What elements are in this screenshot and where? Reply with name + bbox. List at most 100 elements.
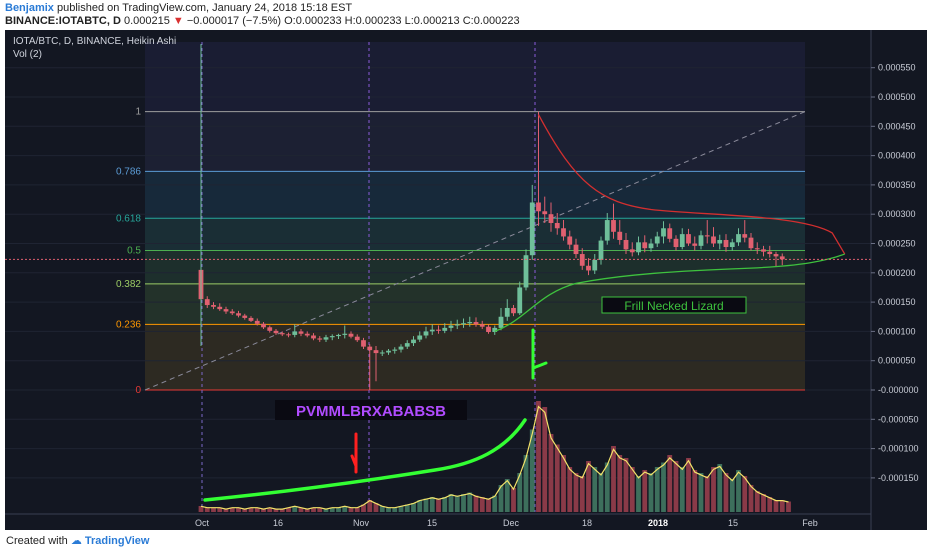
volume-bar — [361, 504, 366, 512]
volume-bar — [336, 507, 341, 512]
volume-bar — [579, 476, 585, 512]
candle-body — [704, 235, 710, 237]
candle-body — [511, 307, 516, 314]
volume-bar — [548, 434, 554, 512]
candle-body — [729, 242, 735, 248]
symbol-line: BINANCE:IOTABTC, D 0.000215 ▼ −0.000017 … — [5, 15, 520, 27]
volume-bar — [479, 497, 485, 512]
symbol-name: BINANCE:IOTABTC, D — [5, 15, 121, 27]
candle-body — [361, 340, 366, 347]
volume-bar — [711, 467, 716, 512]
volume-bar — [298, 507, 304, 512]
candle-body — [311, 335, 316, 339]
volume-bar — [723, 473, 729, 512]
price-tick-label: 0.000300 — [878, 209, 916, 219]
candle-body — [329, 336, 335, 338]
price-axis[interactable] — [871, 30, 927, 530]
candle-body — [423, 331, 429, 336]
support-curve — [494, 253, 845, 333]
volume-bar — [654, 467, 660, 512]
volume-bar — [504, 479, 510, 512]
volume-bar — [742, 476, 748, 512]
candle-body — [648, 243, 654, 249]
candle-body — [342, 333, 348, 335]
candle-body — [304, 333, 310, 336]
time-tick-label: 16 — [273, 518, 283, 528]
volume-bar — [342, 506, 348, 512]
volume-bar — [317, 507, 323, 512]
candle-body — [773, 254, 779, 257]
candle-body — [629, 249, 635, 253]
candle-body — [442, 327, 448, 331]
price-tick-label: 0.000500 — [878, 92, 916, 102]
candle-body — [242, 315, 248, 318]
candle-body — [279, 333, 285, 335]
candle-body — [654, 236, 660, 244]
fib-zone — [145, 111, 805, 172]
candle-body — [723, 239, 729, 248]
volume-bar — [473, 495, 479, 512]
volume-bar — [554, 444, 560, 512]
time-tick-label: 15 — [728, 518, 738, 528]
candle-body — [498, 316, 504, 328]
author-link[interactable]: Benjamix — [5, 2, 54, 14]
down-arrow-icon: ▼ — [172, 15, 184, 27]
time-tick-label: Nov — [353, 518, 370, 528]
volume-bar — [392, 507, 398, 512]
volume-bar — [204, 507, 210, 512]
volume-bar — [323, 509, 329, 512]
time-tick-label: Feb — [802, 518, 818, 528]
volume-bar — [611, 446, 616, 512]
fib-level-label: 0 — [135, 385, 141, 396]
volume-bar — [417, 500, 423, 512]
volume-bar — [561, 455, 566, 512]
volume-bar — [492, 495, 498, 512]
price-tick-label: -0.000100 — [878, 444, 919, 454]
volume-bar — [617, 455, 623, 512]
price-tick-label: 0.000100 — [878, 326, 916, 336]
volume-bar — [636, 476, 641, 512]
candle-body — [748, 237, 754, 249]
candle-body — [473, 322, 479, 325]
volume-bar — [304, 509, 310, 512]
candle-body — [767, 251, 773, 255]
volume-bar — [536, 401, 541, 512]
candle-body — [592, 259, 598, 271]
price-tick-label: 0.000200 — [878, 268, 916, 278]
candle-body — [479, 324, 485, 327]
fib-level-label: 0.5 — [127, 246, 141, 257]
price-tick-label: -0.000050 — [878, 414, 919, 424]
fib-zone — [145, 218, 805, 251]
volume-bar — [729, 479, 735, 512]
candle-body — [517, 287, 523, 314]
candle-body — [417, 335, 423, 340]
candle-body — [354, 336, 360, 341]
volume-bar — [761, 494, 766, 512]
candle-body — [579, 254, 585, 266]
ohlc-values: O:0.000233 H:0.000233 L:0.000213 C:0.000… — [284, 15, 520, 27]
candle-body — [642, 242, 648, 249]
candle-body — [661, 228, 666, 237]
volume-bar — [673, 461, 679, 512]
candle-body — [492, 327, 498, 332]
chart-legend-title: IOTA/BTC, D, BINANCE, Heikin Ashi — [13, 36, 176, 47]
volume-bar — [586, 461, 591, 512]
candle-body — [604, 220, 610, 241]
candle-body — [529, 202, 535, 256]
volume-legend: Vol (2) — [13, 49, 42, 60]
publish-header: Benjamix published on TradingView.com, J… — [0, 0, 932, 28]
candle-body — [523, 255, 529, 288]
candle-body — [461, 323, 466, 325]
chart-panel[interactable]: 1 0.786 0.618 0.5 0.382 0.236 0 0.000550 0.0005… — [5, 30, 927, 530]
candle-body — [323, 337, 329, 340]
tradingview-brand[interactable]: TradingView — [84, 535, 150, 547]
candle-body — [536, 202, 541, 212]
candle-body — [467, 322, 473, 324]
volume-bar — [692, 470, 698, 512]
pattern-label: PVMMLBRXABABSB — [296, 403, 446, 420]
candle-body — [448, 325, 454, 328]
volume-bar — [236, 507, 241, 512]
price-chart[interactable]: 1 0.786 0.618 0.5 0.382 0.236 0 0.000550 0.0005… — [5, 30, 927, 530]
volume-bar — [404, 504, 410, 512]
candle-body — [236, 313, 241, 316]
